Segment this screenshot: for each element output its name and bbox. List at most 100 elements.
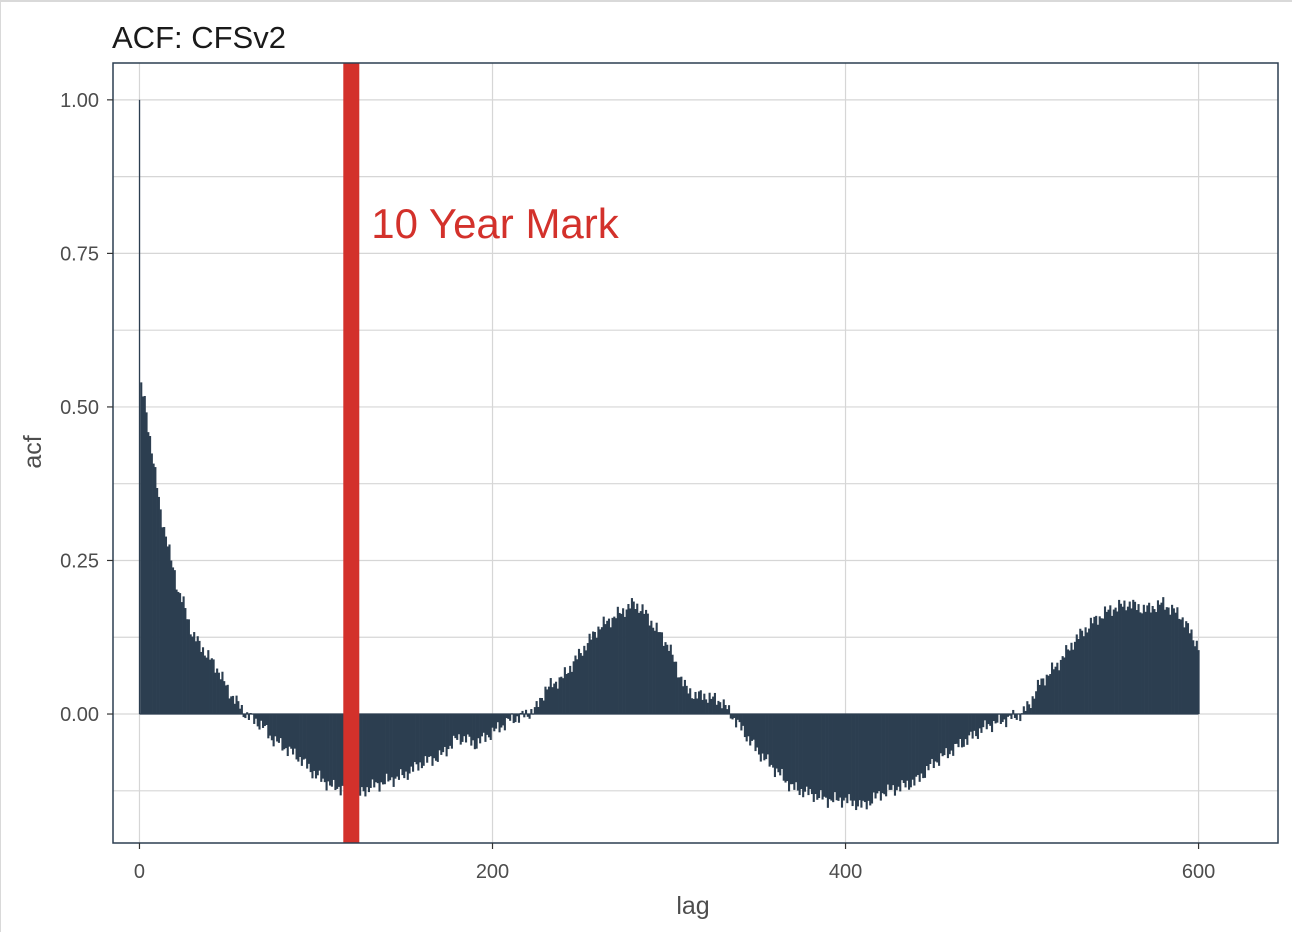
acf-bar [858, 714, 861, 801]
acf-bar [622, 608, 625, 715]
acf-bar [233, 703, 236, 715]
acf-bar [639, 611, 642, 715]
acf-bar [765, 714, 768, 760]
acf-bar [1171, 604, 1174, 715]
acf-bar [170, 560, 173, 715]
acf-bar [1123, 600, 1126, 715]
acf-bar [968, 714, 971, 736]
acf-bar [480, 714, 483, 737]
acf-bar [263, 714, 266, 727]
acf-bar [1056, 662, 1059, 715]
acf-bar [1036, 679, 1039, 715]
acf-bar [987, 714, 990, 725]
acf-bar [747, 714, 750, 737]
acf-bar [1040, 678, 1043, 715]
acf-bar [1186, 623, 1190, 715]
acf-bar [722, 699, 725, 715]
acf-bar [1013, 714, 1017, 719]
acf-bar [235, 695, 238, 715]
acf-bar [540, 697, 543, 715]
acf-bar [955, 714, 958, 744]
acf-bar [223, 681, 226, 715]
acf-bar [438, 714, 441, 751]
acf-bar [209, 659, 212, 715]
acf-bar [445, 714, 448, 757]
acf-bar [590, 639, 593, 715]
acf-bar [369, 714, 372, 788]
acf-bar [1137, 604, 1140, 715]
acf-bar [1133, 601, 1137, 715]
acf-bar [652, 627, 655, 715]
acf-bar [1135, 610, 1138, 715]
acf-bar [1139, 612, 1142, 715]
acf-bar [339, 714, 342, 796]
acf-bar [173, 570, 176, 715]
acf-bar [952, 714, 955, 756]
acf-bar [413, 714, 416, 763]
acf-bar [950, 714, 953, 751]
acf-bar [826, 714, 829, 808]
acf-bar [422, 714, 425, 766]
acf-bar [999, 714, 1002, 724]
acf-bar [1132, 599, 1135, 715]
acf-bar [180, 602, 183, 715]
acf-bar [620, 613, 623, 715]
acf-bar [210, 658, 213, 715]
acf-bar [302, 714, 305, 760]
acf-bar [489, 714, 492, 740]
acf-bar [609, 627, 612, 715]
acf-bar [1114, 607, 1117, 715]
acf-bar [472, 714, 475, 741]
acf-bar [171, 567, 175, 715]
acf-bar [291, 714, 295, 755]
acf-bar [1091, 623, 1094, 715]
acf-bar [706, 702, 709, 715]
acf-bar [1089, 617, 1092, 715]
acf-bar [389, 714, 392, 781]
acf-bar [878, 714, 881, 792]
acf-bar [523, 714, 526, 718]
acf-bar [703, 693, 706, 715]
acf-bar [334, 714, 337, 791]
acf-bar [1162, 597, 1165, 715]
acf-bar [683, 679, 686, 715]
acf-bar [855, 714, 858, 811]
acf-bar [1169, 614, 1172, 715]
acf-bar [406, 714, 409, 780]
acf-bar [1156, 600, 1160, 715]
acf-bar [466, 714, 469, 735]
y-tick-label: 0.50 [60, 397, 99, 419]
acf-bar [1052, 669, 1055, 715]
acf-bar [862, 714, 865, 801]
acf-bar [853, 714, 856, 801]
acf-bar [897, 714, 900, 787]
acf-bar [316, 714, 319, 776]
acf-bar [1176, 607, 1179, 715]
acf-bars [138, 99, 1200, 811]
acf-bar [1151, 605, 1154, 715]
acf-bar [1098, 616, 1101, 715]
acf-bar [1155, 612, 1158, 715]
acf-bar [819, 714, 822, 791]
acf-bar [606, 620, 609, 715]
acf-bar [807, 714, 810, 796]
acf-bar [1029, 708, 1032, 715]
acf-bar [1174, 612, 1177, 715]
acf-bar [936, 714, 939, 763]
acf-bar [479, 714, 482, 744]
acf-bar [904, 714, 907, 788]
acf-bar [1172, 608, 1175, 715]
acf-bar [1195, 640, 1198, 715]
acf-bar [593, 631, 596, 715]
acf-bar [948, 714, 951, 755]
acf-bar [161, 527, 164, 715]
acf-bar [828, 714, 831, 800]
acf-bar [909, 714, 912, 788]
acf-bar [147, 432, 150, 715]
acf-bar [528, 714, 531, 719]
acf-bar [705, 699, 708, 715]
acf-bar [364, 714, 367, 797]
acf-bar [380, 714, 383, 783]
acf-bar [1033, 698, 1036, 715]
acf-bar [786, 714, 789, 782]
